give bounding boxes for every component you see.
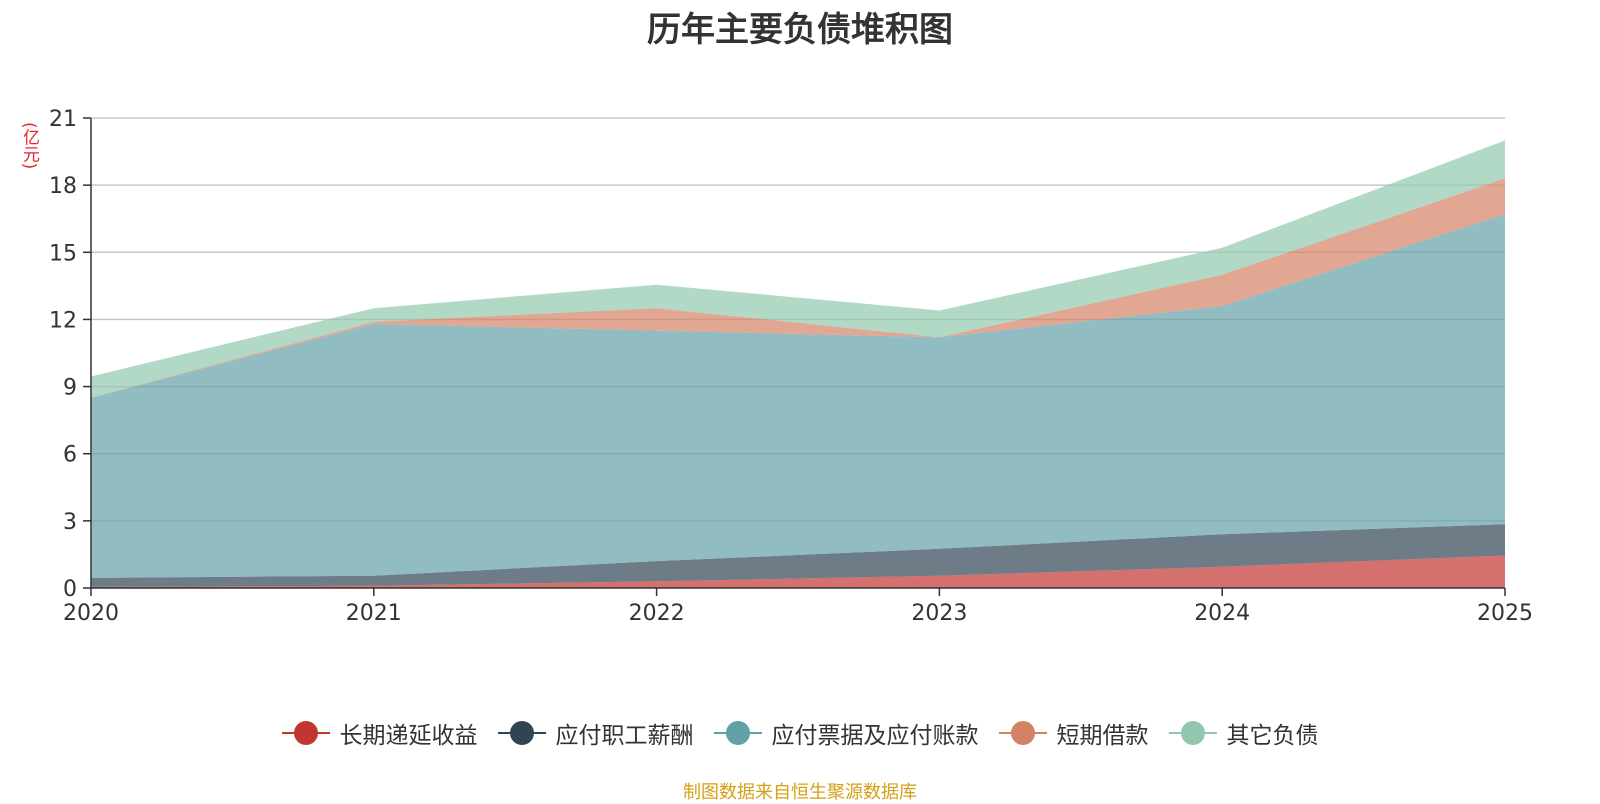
y-tick-label: 15 — [49, 241, 77, 266]
data-source-note: 制图数据来自恒生聚源数据库 — [683, 782, 917, 803]
y-tick-label: 12 — [49, 308, 77, 333]
area-series-3 — [91, 178, 1505, 398]
area-series-layer — [91, 140, 1505, 588]
legend-item-0[interactable]: 长期递延收益 — [281, 716, 478, 750]
legend-swatch-icon — [497, 721, 546, 745]
x-tick-label: 2020 — [63, 601, 119, 626]
y-tick-label: 21 — [49, 107, 77, 132]
legend-label: 应付职工薪酬 — [555, 723, 694, 749]
legend-item-4[interactable]: 其它负债 — [1168, 716, 1319, 750]
legend-label: 应付票据及应付账款 — [771, 723, 979, 749]
chart-title: 历年主要负债堆积图 — [647, 10, 953, 50]
y-tick-label: 0 — [63, 577, 77, 602]
x-tick-label: 2022 — [629, 601, 685, 626]
legend-label: 其它负债 — [1226, 723, 1319, 749]
legend-label: 长期递延收益 — [339, 723, 478, 749]
x-tick-label: 2024 — [1194, 601, 1250, 626]
y-tick-label: 9 — [63, 376, 77, 401]
area-series-1 — [91, 524, 1505, 587]
y-tick-label: 6 — [63, 443, 77, 468]
tick-labels: 0 3 6 9 12 15 18 21 2020 2021 2022 2023 2024 2025 — [49, 107, 1533, 626]
x-tick-label: 2021 — [346, 601, 402, 626]
y-axis-unit-label: (亿元) — [19, 122, 39, 170]
legend-item-1[interactable]: 应付职工薪酬 — [497, 716, 694, 750]
x-tick-label: 2023 — [911, 601, 967, 626]
legend-swatch-icon — [281, 721, 330, 745]
legend-item-2[interactable]: 应付票据及应付账款 — [713, 716, 979, 750]
area-series-4 — [91, 140, 1505, 398]
legend-item-3[interactable]: 短期借款 — [998, 716, 1149, 750]
y-tick-label: 3 — [63, 510, 77, 535]
legend-swatch-icon — [1168, 721, 1217, 745]
x-tick-label: 2025 — [1477, 601, 1533, 626]
stacked-area-chart: 0 3 6 9 12 15 18 21 2020 2021 2022 2023 2024 2025 — [49, 107, 1533, 626]
area-series-2 — [91, 214, 1505, 578]
legend: 长期递延收益 应付职工薪酬 应付票据及应付账款 短期借款 其它负债 — [0, 716, 1600, 750]
legend-label: 短期借款 — [1056, 723, 1149, 749]
legend-swatch-icon — [998, 721, 1047, 745]
y-tick-label: 18 — [49, 174, 77, 199]
axes — [83, 117, 1506, 596]
area-series-0 — [91, 555, 1505, 588]
legend-swatch-icon — [713, 721, 762, 745]
